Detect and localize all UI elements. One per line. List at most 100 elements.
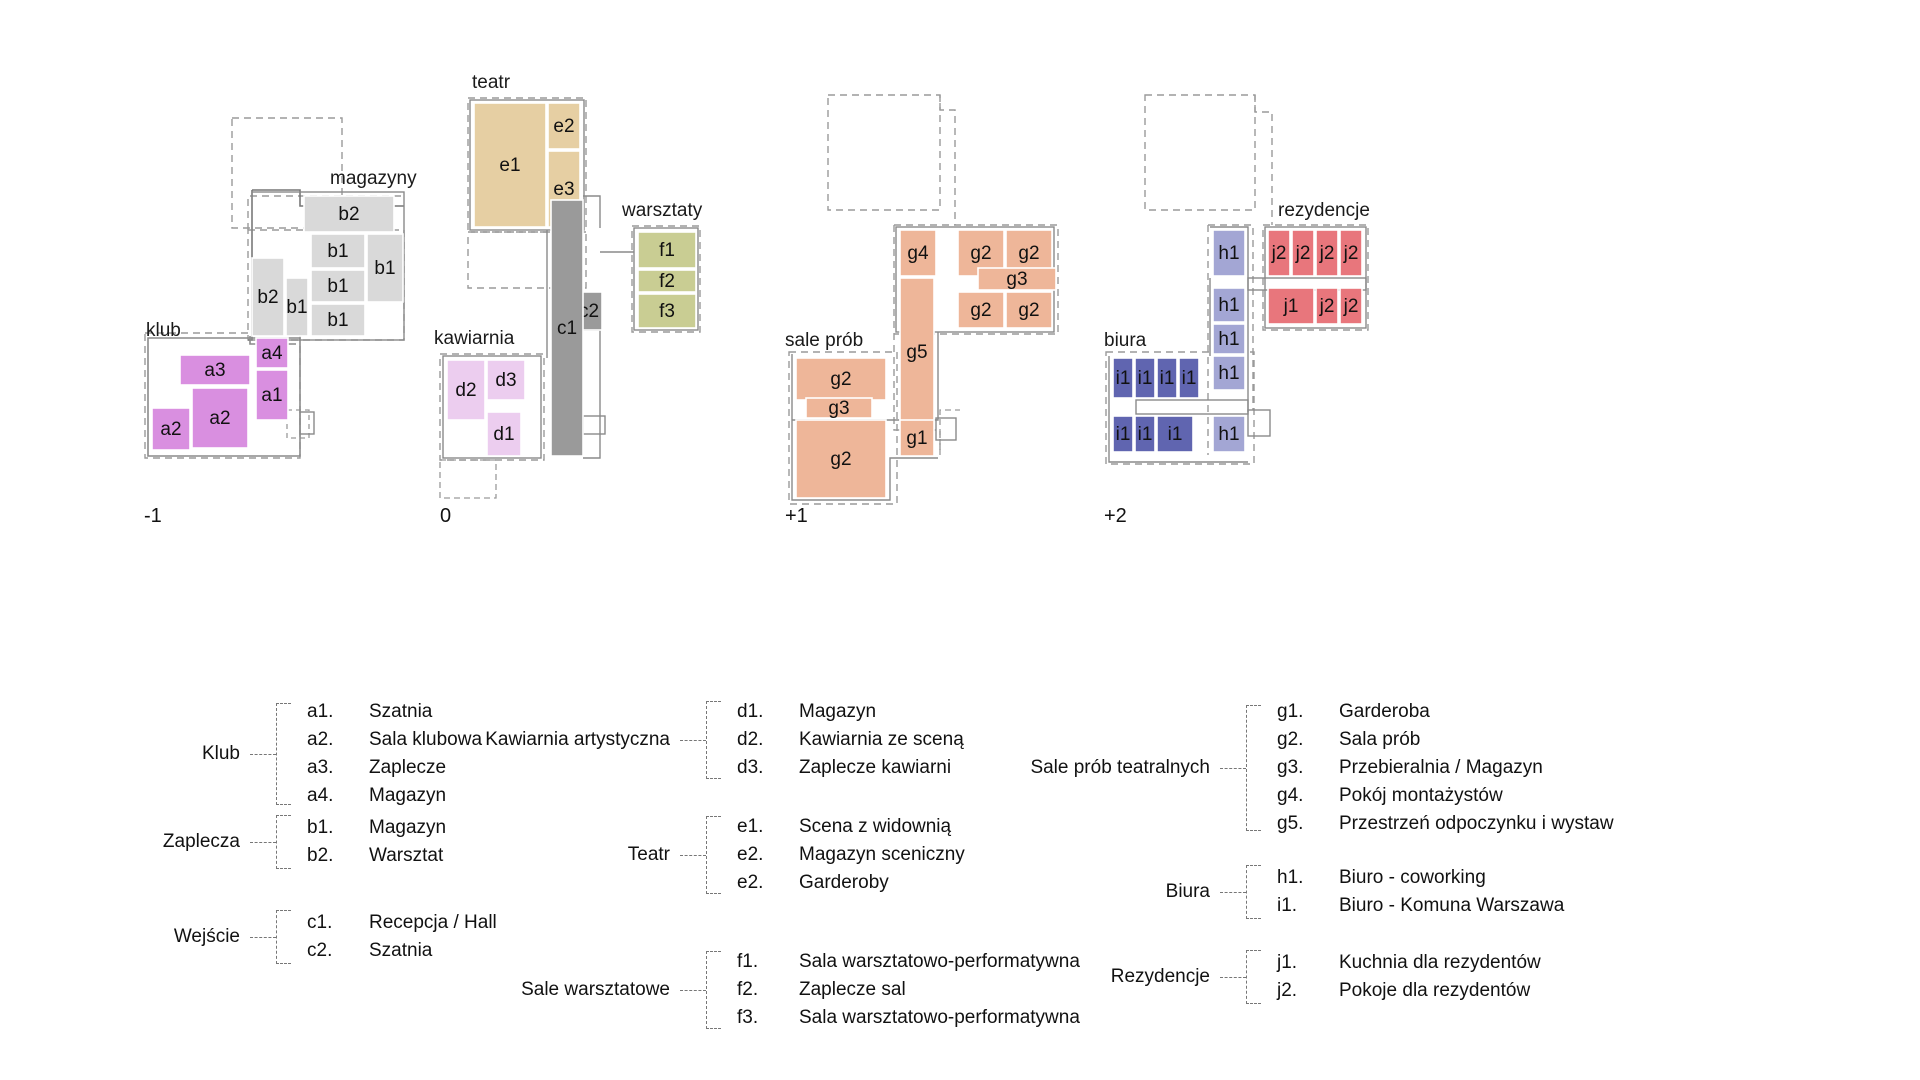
room-g3	[805, 397, 873, 419]
legend-item-code: a3.	[307, 757, 334, 778]
legend-item-name: Magazyn	[369, 817, 447, 838]
legend-items: h1. Biuro - coworking i1. Biuro - Komuna Wa…	[1277, 866, 1564, 918]
room-g2	[957, 291, 1005, 329]
legend-group: Biura h1. Biuro - coworking i1. Biuro - Komu…	[960, 865, 1564, 919]
legend-item: j2. Pokoje dla rezydentów	[1277, 979, 1541, 1003]
legend-connector-dash	[680, 739, 706, 741]
room-label-f1: f1	[659, 240, 675, 261]
legend-item: a2. Sala klubowa	[307, 728, 482, 752]
room-b2	[251, 257, 285, 337]
legend-item-name: Magazyn	[799, 701, 877, 722]
legend-item-code: f2.	[737, 979, 759, 1000]
room-f1	[637, 231, 697, 269]
room-e2	[547, 102, 581, 150]
room-label-b2: b2	[338, 204, 359, 225]
legend-item: g5. Przestrzeń odpoczynku i wystaw	[1277, 812, 1614, 836]
room-a2	[191, 387, 249, 449]
legend-item-code: j2.	[1277, 980, 1298, 1001]
legend-item: j1. Kuchnia dla rezydentów	[1277, 951, 1541, 975]
legend-item: e2. Garderoby	[737, 871, 965, 895]
legend-connector-dash	[250, 753, 276, 755]
room-b1	[310, 269, 366, 303]
legend-item-code: b1.	[307, 817, 334, 838]
room-label-g2: g2	[970, 243, 991, 264]
legend-item-code: a2.	[307, 729, 334, 750]
level-label-0: 0	[440, 505, 452, 527]
room-label-g3: g3	[1006, 269, 1027, 290]
room-label-c1: c1	[557, 318, 577, 339]
legend-item-code: e2.	[737, 872, 764, 893]
level-0-outlines	[439, 97, 701, 499]
room-label-j2: j2	[1343, 243, 1359, 264]
legend-item-name: Szatnia	[369, 940, 433, 961]
legend-item: c1. Recepcja / Hall	[307, 911, 497, 935]
legend-item-name: Sala warsztatowo-performatywna	[799, 951, 1080, 972]
room-h1	[1212, 415, 1246, 453]
legend-item-name: Warsztat	[369, 845, 444, 866]
room-label-j2: j2	[1319, 243, 1335, 264]
room-label-g2: g2	[830, 449, 851, 470]
legend-item-name: Magazyn	[369, 785, 447, 806]
legend-brace	[706, 701, 721, 779]
room-label-e3: e3	[553, 179, 574, 200]
legend-item-name: Garderoba	[1339, 701, 1430, 722]
room-label-f2: f2	[659, 271, 675, 292]
legend-item-code: d1.	[737, 701, 764, 722]
room-b1	[310, 233, 366, 269]
level-minus1-rooms: b2 b1 b1 b1 b1 b2 b1 a4 a1 a3 a2 a2	[151, 195, 404, 451]
room-g2	[1005, 291, 1053, 329]
legend-category-label: Zaplecza	[162, 831, 240, 852]
legend-connector-dash	[680, 989, 706, 991]
legend-item: d2. Kawiarnia ze sceną	[737, 728, 964, 752]
legend-group: Zaplecza b1. Magazyn b2. Warsztat	[120, 815, 446, 869]
legend-items: a1. Szatnia a2. Sala klubowa a3. Zaplecze a4. M…	[307, 700, 482, 808]
zone-label-kawiarnia: kawiarnia	[434, 328, 515, 349]
legend-group: Kawiarnia artystyczna d1. Magazyn d2. Kawiar…	[440, 700, 964, 780]
legend-item: b1. Magazyn	[307, 816, 446, 840]
legend-item-code: d3.	[737, 757, 764, 778]
legend-item-code: c1.	[307, 912, 333, 933]
legend-item-code: g3.	[1277, 757, 1304, 778]
plan-level-plus2-graphics: h1 j2 j2 j2 j2 j1 j2 j2 h1 h1 h1 i1 i1 i1 i1 i1 i1 i1 h1	[1105, 94, 1369, 465]
legend-brace	[1246, 865, 1261, 919]
legend-items: d1. Magazyn d2. Kawiarnia ze sceną d3. Zaplec…	[737, 700, 964, 780]
legend-item-code: c2.	[307, 940, 333, 961]
legend-item: f3. Sala warsztatowo-performatywna	[737, 1006, 1080, 1030]
legend-category-label: Wejście	[173, 926, 240, 947]
room-i1	[1112, 357, 1134, 399]
room-label-d2: d2	[455, 380, 476, 401]
legend: Klub a1. Szatnia a2. Sala klubowa a3. Zaplecze…	[0, 700, 1920, 1029]
room-c1	[550, 199, 584, 457]
legend-item-name: Zaplecze sal	[799, 979, 906, 1000]
room-f3	[637, 293, 697, 329]
level-plus2-outlines	[1105, 94, 1369, 465]
legend-connector-dash	[1220, 976, 1246, 978]
legend-group: Wejście c1. Recepcja / Hall c2. Szatnia	[120, 910, 497, 964]
legend-item: g4. Pokój montażystów	[1277, 784, 1614, 808]
room-label-d1: d1	[493, 424, 514, 445]
legend-group: Klub a1. Szatnia a2. Sala klubowa a3. Zaplecze…	[120, 700, 482, 808]
legend-group: Sale prób teatralnych g1. Garderoba g2. Sala…	[960, 700, 1614, 836]
legend-group: Sale warsztatowe f1. Sala warsztatowo-perf…	[440, 950, 1080, 1030]
legend-item: d1. Magazyn	[737, 700, 964, 724]
legend-item: a3. Zaplecze	[307, 756, 482, 780]
legend-connector-dash	[250, 936, 276, 938]
room-label-g4: g4	[907, 243, 929, 264]
zone-label-rezydencje: rezydencje	[1278, 200, 1370, 221]
room-j2	[1339, 287, 1363, 325]
room-i1	[1178, 357, 1200, 399]
legend-item: b2. Warsztat	[307, 844, 446, 868]
room-j1	[1267, 287, 1315, 325]
legend-item: c2. Szatnia	[307, 939, 497, 963]
room-g1	[899, 419, 935, 457]
room-i1	[1134, 415, 1156, 453]
legend-item-code: f3.	[737, 1007, 759, 1028]
room-label-a1: a1	[261, 385, 282, 406]
level-plus2-rooms: h1 j2 j2 j2 j2 j1 j2 j2 h1 h1 h1 i1 i1 i1 i1 i1 i1 i1 h1	[1112, 229, 1363, 453]
legend-item: g3. Przebieralnia / Magazyn	[1277, 756, 1614, 780]
legend-item-name: Zaplecze	[369, 757, 447, 778]
level-plus1-outlines	[788, 94, 1059, 505]
room-a3	[179, 354, 251, 386]
room-label-g2: g2	[830, 369, 851, 390]
